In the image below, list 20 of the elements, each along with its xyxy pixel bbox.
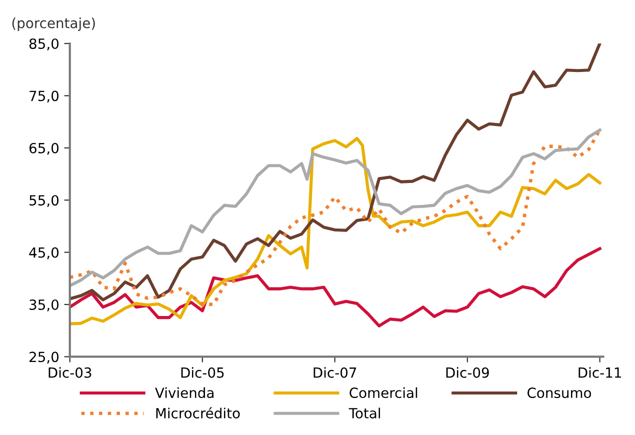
- line-series: [70, 44, 602, 302]
- y-tick-label: 75,0: [30, 90, 59, 103]
- y-axis-title: (porcentaje): [12, 18, 95, 31]
- y-tick-label: 85,0: [29, 38, 59, 50]
- y-tick-label: 35,0: [30, 299, 59, 312]
- x-tick-label: Dic-05: [181, 367, 224, 378]
- y-tick-label: 45,0: [29, 247, 59, 260]
- legend-label: Microcrédito: [156, 407, 240, 418]
- legend-label: Comercial: [350, 387, 418, 398]
- x-tick-label: Dic-03: [48, 367, 92, 378]
- x-tick-label: Dic-11: [578, 367, 621, 378]
- x-tick-label: Dic-09: [446, 367, 489, 378]
- legend-label: Vivienda: [155, 387, 214, 398]
- legend-label: Total: [348, 408, 380, 418]
- x-tick-label: Dic-07: [314, 367, 356, 378]
- y-tick-label: 65,0: [29, 142, 59, 155]
- y-tick-label: 55,0: [30, 195, 59, 207]
- legend-label: Consumo: [527, 388, 592, 398]
- line-series: [70, 247, 602, 328]
- y-tick-label: 25,0: [30, 352, 59, 364]
